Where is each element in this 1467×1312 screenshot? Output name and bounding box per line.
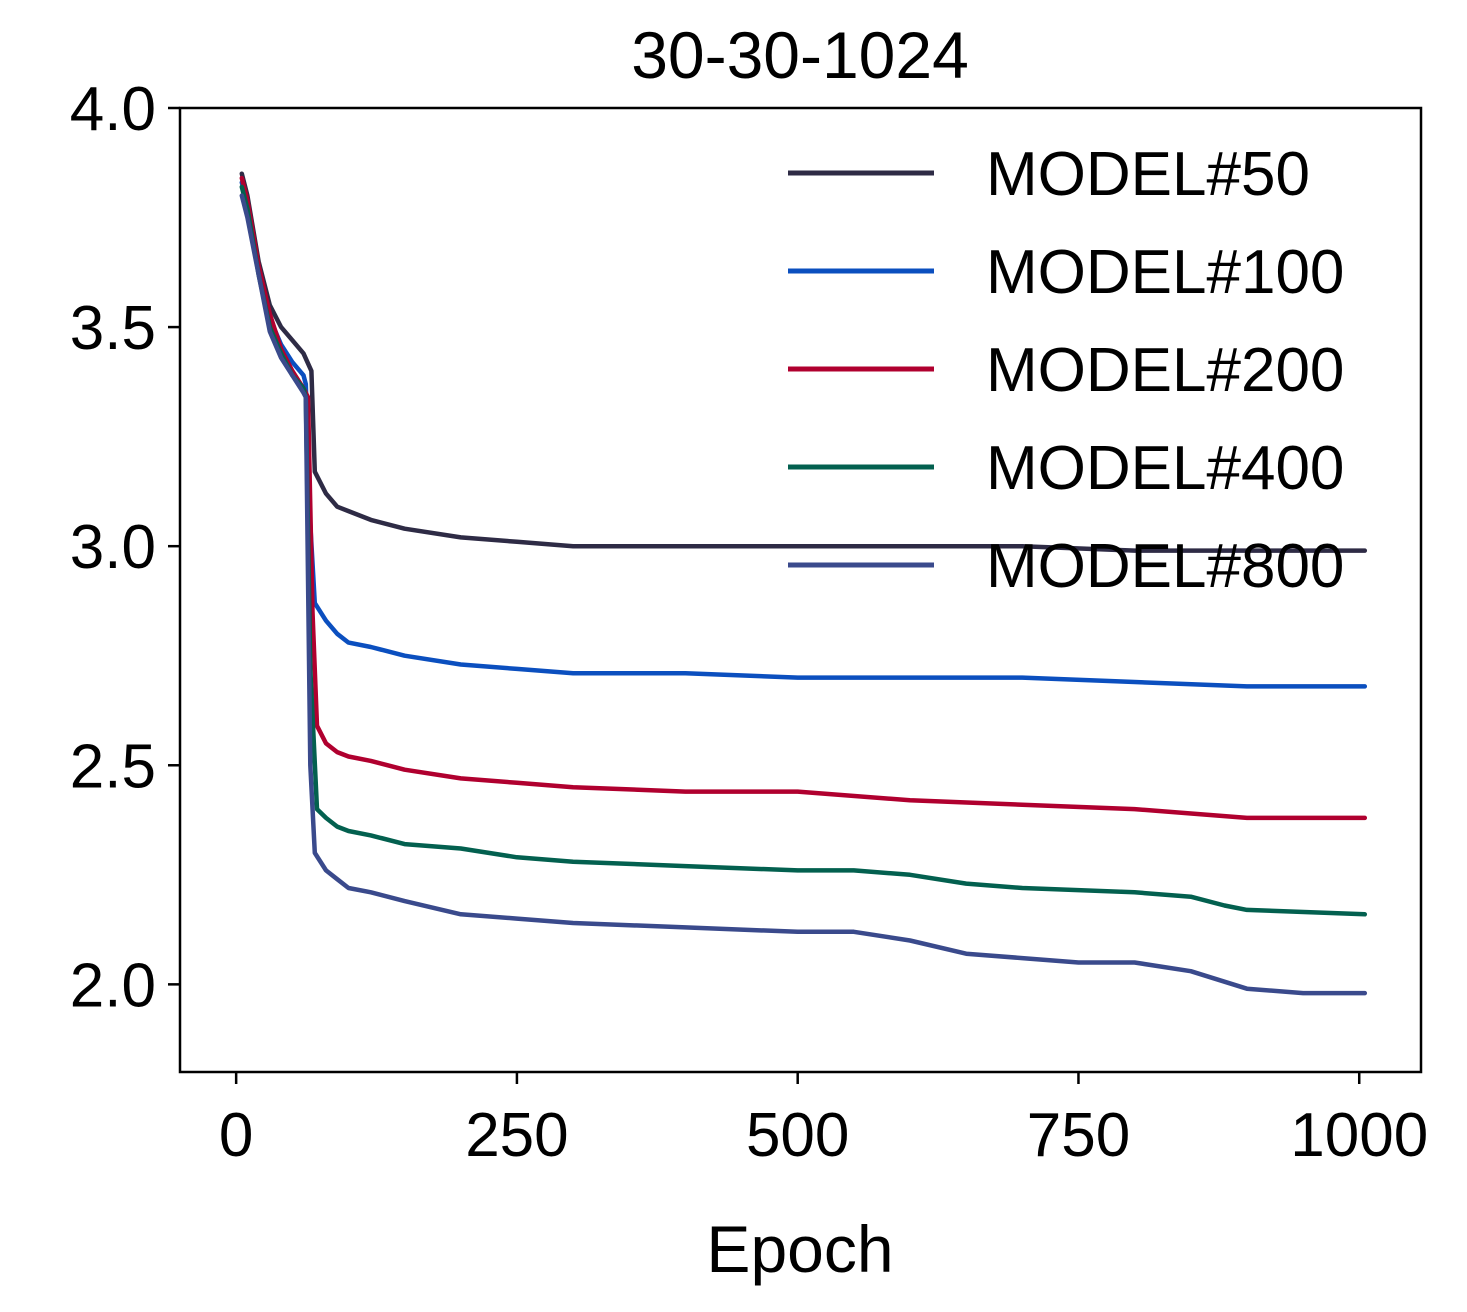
legend: MODEL#50 MODEL#100 MODEL#200 MODEL#400 MODEL… <box>788 140 1344 601</box>
legend-label-1: MODEL#100 <box>986 238 1344 307</box>
y-tick-label: 2.0 <box>70 951 156 1020</box>
legend-label-2: MODEL#200 <box>986 336 1344 405</box>
x-tick-label: 250 <box>465 1101 568 1170</box>
y-tick-label: 3.5 <box>70 294 156 363</box>
y-tick-label: 3.0 <box>70 513 156 582</box>
x-tick-label: 500 <box>746 1101 849 1170</box>
series-line-4 <box>239 193 1368 996</box>
y-axis: 2.0 2.5 3.0 3.5 4.0 <box>70 75 180 1020</box>
plot-frame <box>178 106 1423 1074</box>
series-line-0 <box>239 171 1368 553</box>
x-axis: 0 250 500 750 1000 <box>219 1072 1428 1170</box>
chart-title: 30-30-1024 <box>631 18 969 92</box>
x-tick-label: 0 <box>219 1101 253 1170</box>
x-tick-label: 750 <box>1027 1101 1130 1170</box>
legend-label-0: MODEL#50 <box>986 140 1310 209</box>
legend-label-4: MODEL#800 <box>986 532 1344 601</box>
x-axis-label: Epoch <box>706 1212 893 1286</box>
y-tick-label: 2.5 <box>70 732 156 801</box>
legend-label-3: MODEL#400 <box>986 434 1344 503</box>
x-tick-label: 1000 <box>1290 1101 1428 1170</box>
series-layer <box>239 171 1368 996</box>
y-tick-label: 4.0 <box>70 75 156 144</box>
